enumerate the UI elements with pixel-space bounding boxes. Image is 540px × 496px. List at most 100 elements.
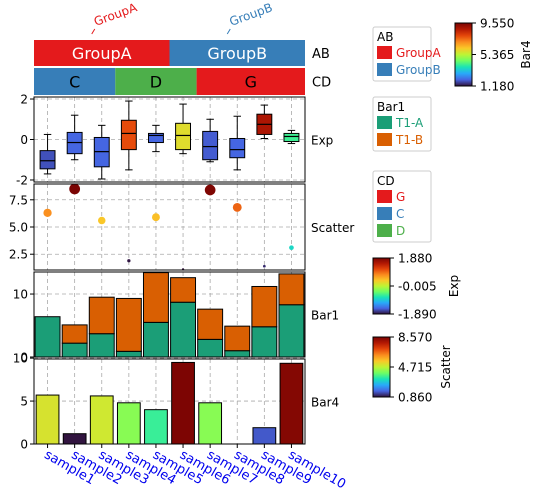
- legend-label: D: [396, 224, 405, 238]
- legend-swatch: [377, 133, 392, 146]
- legend-label: T1-B: [395, 133, 423, 147]
- annotation-ab-tick: [226, 28, 231, 35]
- track-bar4: 0 5 10 Bar4: [13, 352, 339, 452]
- annotation-cd-name: CD: [312, 76, 331, 91]
- box-body: [39, 150, 56, 170]
- colorbar-exp: 1.880 -0.005 -1.890 Exp: [372, 252, 461, 322]
- scatter-point: [43, 208, 52, 217]
- legend-label: C: [396, 207, 404, 221]
- bar1-segment: [61, 324, 88, 344]
- scatter-point: [69, 183, 81, 195]
- bar4-bar: [35, 394, 60, 445]
- bar1-segment: [115, 297, 142, 352]
- colorbar-tick-label: -0.005: [398, 280, 437, 294]
- legend-swatch: [377, 63, 392, 76]
- y-tick-label: 5: [20, 395, 28, 409]
- bar4-bar: [252, 427, 277, 445]
- colorbar-scatter: 8.570 4.715 0.860 Scatter: [372, 331, 453, 405]
- legend-swatch: [377, 190, 392, 203]
- bar1-segment: [142, 321, 169, 358]
- legend-title: AB: [377, 30, 393, 44]
- legend-label: GroupB: [396, 63, 441, 77]
- legend-swatch: [377, 46, 392, 59]
- bar1-segment: [170, 277, 197, 303]
- scatter-point: [289, 245, 294, 251]
- colorbar-tick-label: 8.570: [398, 331, 432, 345]
- track-exp: -2 0 2 Exp: [16, 93, 333, 188]
- colorbar-gradient: [372, 257, 391, 315]
- colorbar-title: Exp: [447, 275, 461, 297]
- annotation-cd-label: D: [150, 73, 162, 92]
- bar1-segment: [197, 338, 224, 358]
- colorbar-gradient: [454, 22, 473, 87]
- bar1-segment: [278, 304, 305, 358]
- colorbar-tick-label: 1.880: [398, 252, 432, 266]
- y-tick-label: 5.0: [9, 221, 28, 235]
- scatter-point: [127, 259, 131, 263]
- box-body: [229, 137, 246, 159]
- track-name: Scatter: [311, 221, 354, 235]
- annotation-ab-tilted-label: GroupB: [227, 0, 274, 28]
- colorbar-tick-label: 9.550: [480, 17, 514, 31]
- scatter-point: [97, 216, 106, 225]
- track-scatter: 2.5 5.0 7.5 Scatter: [9, 183, 354, 271]
- legend-label: GroupA: [396, 46, 442, 60]
- bar1-segment: [224, 325, 251, 352]
- bar4-bar: [116, 402, 141, 445]
- colorbar-tick-label: 1.180: [480, 80, 514, 94]
- y-tick-label: 10: [13, 288, 28, 302]
- y-tick-label: 7.5: [9, 193, 28, 207]
- bar4-bar: [89, 395, 114, 445]
- bar4-bar: [144, 409, 168, 445]
- bar4-bar: [198, 402, 223, 445]
- annotation-cd-label: G: [245, 73, 257, 92]
- colorbar-title: Scatter: [439, 345, 453, 388]
- legend-title: Bar1: [377, 100, 405, 114]
- annotation-cd-cell: [115, 68, 197, 95]
- colorbar-title: Bar4: [519, 40, 533, 68]
- annotation-ab-cell: [169, 40, 305, 66]
- bar1-segment: [224, 350, 251, 358]
- legend-swatch: [377, 207, 392, 220]
- scatter-point: [204, 184, 216, 196]
- annotation-ab-label: GroupA: [72, 44, 132, 63]
- bar1-segment: [197, 308, 224, 340]
- colorbar-gradient: [372, 336, 391, 398]
- box-body: [202, 130, 219, 161]
- legend-label: G: [396, 190, 405, 204]
- y-tick-label: 0: [20, 438, 28, 452]
- legend-swatch: [377, 116, 392, 129]
- bar1-segment: [278, 273, 305, 306]
- bar4-bar: [62, 433, 87, 445]
- colorbar-tick-label: 0.860: [398, 391, 432, 405]
- bar1-segment: [170, 301, 197, 358]
- y-tick-label: 2.5: [9, 248, 28, 262]
- legend-title: CD: [377, 174, 395, 188]
- scatter-point: [232, 202, 242, 212]
- box-body: [283, 132, 300, 143]
- track-name: Exp: [311, 134, 333, 148]
- annotation-ab-cell: [34, 40, 170, 66]
- box-body: [175, 122, 192, 151]
- annotation-cd-cell: [196, 68, 305, 95]
- colorbar-tick-label: 4.715: [398, 361, 432, 375]
- bar1-segment: [142, 272, 169, 323]
- annotation-ab-tilted-label: GroupA: [92, 0, 140, 29]
- track-name: Bar1: [311, 309, 339, 323]
- y-tick-label: 0: [20, 351, 28, 365]
- bar1-segment: [251, 285, 278, 328]
- annotation-cd-cell: [34, 68, 116, 95]
- y-tick-label: 10: [13, 352, 28, 366]
- annotation-ab-name: AB: [312, 47, 330, 62]
- bar1-segment: [61, 342, 88, 358]
- box-body: [147, 132, 164, 144]
- scatter-point: [262, 264, 266, 268]
- box-body: [120, 119, 137, 151]
- bar4-bar: [279, 362, 304, 445]
- colorbar-tick-label: -1.890: [398, 308, 437, 322]
- colorbar-tick-label: 5.365: [480, 48, 514, 62]
